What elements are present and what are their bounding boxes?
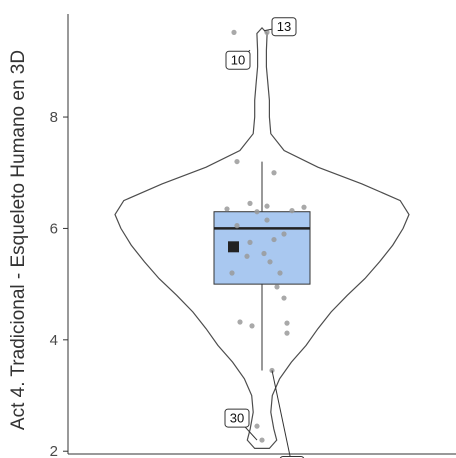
- data-point: [271, 170, 277, 176]
- mean-marker: [228, 241, 239, 253]
- data-point: [231, 29, 237, 35]
- data-point: [261, 250, 267, 257]
- data-point: [247, 239, 253, 245]
- data-point: [229, 270, 235, 276]
- data-point: [284, 330, 290, 336]
- outlier-labels: 13101430: [224, 17, 305, 458]
- data-point: [254, 423, 260, 429]
- data-point: [234, 223, 240, 229]
- data-point: [281, 295, 287, 301]
- violin-shape: [114, 27, 410, 449]
- box-plot: [213, 161, 311, 371]
- data-points: [224, 29, 307, 443]
- data-point: [234, 158, 240, 165]
- data-point: [259, 437, 265, 443]
- data-point: [249, 323, 255, 329]
- data-point: [264, 203, 270, 209]
- outlier-label: 13: [277, 19, 291, 34]
- data-point: [289, 208, 295, 214]
- data-point: [247, 200, 253, 206]
- data-point: [274, 284, 280, 290]
- outlier-label: 10: [231, 53, 245, 68]
- outlier-label-box: [224, 408, 250, 428]
- y-axis-title: Act 4. Tradicional - Esqueleto Humano en…: [8, 50, 29, 430]
- outlier-label-box: [225, 50, 251, 70]
- y-tick-label: 6: [50, 220, 58, 237]
- y-tick-label: 4: [50, 332, 58, 349]
- data-point: [254, 209, 260, 215]
- data-point: [284, 320, 290, 326]
- outlier-label-box: [271, 17, 297, 37]
- data-point: [267, 259, 273, 265]
- data-point: [264, 217, 270, 223]
- outlier-label: 30: [230, 411, 244, 426]
- data-point: [301, 204, 307, 210]
- y-ticks: 2 4 6 8: [50, 109, 68, 458]
- outlier-leader-line: [271, 370, 291, 458]
- y-tick-label: 2: [50, 443, 58, 458]
- data-point: [264, 29, 270, 35]
- data-point: [281, 231, 287, 237]
- data-point: [271, 236, 277, 243]
- data-point: [244, 253, 250, 259]
- data-point: [224, 206, 230, 212]
- data-point: [237, 319, 243, 325]
- y-tick-label: 8: [50, 109, 58, 126]
- data-point: [277, 270, 283, 276]
